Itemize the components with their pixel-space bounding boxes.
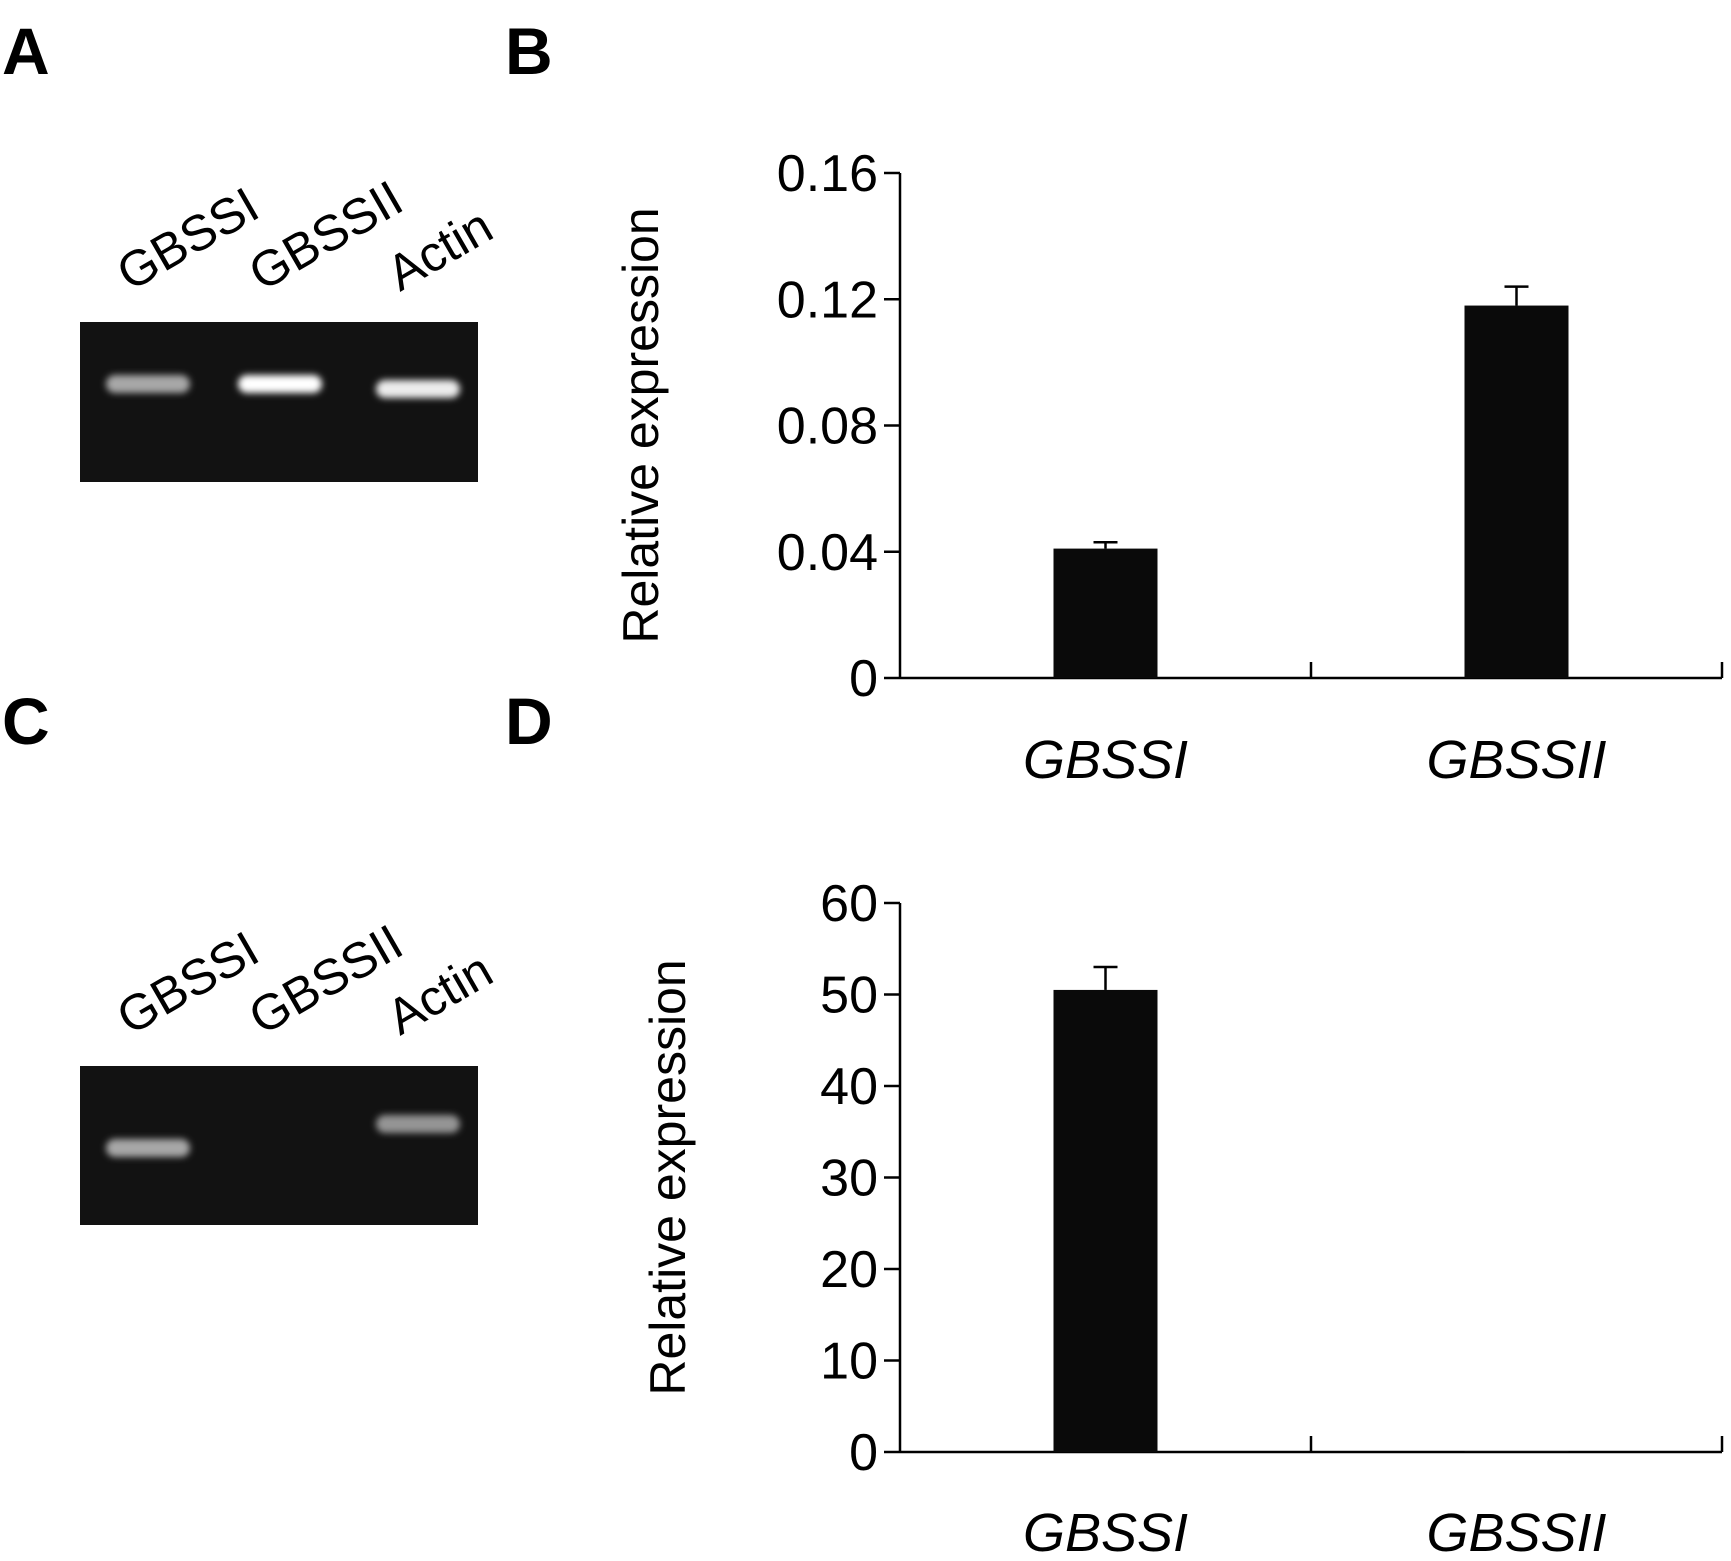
bar [1464,305,1569,678]
lane-label: GBSSII [240,170,412,302]
category-label: GBSSI [1023,730,1188,790]
lane-label: GBSSI [108,921,268,1046]
gel-band [238,375,322,393]
panel-label-c: C [2,684,50,758]
bar-chart-d: 0 10 20 30 40 50 60 Relative expression GBSSI GBS… [640,875,1724,1561]
panel-label-d: D [505,684,553,758]
panel-label-b: B [505,14,553,88]
category-label: GBSSII [1426,730,1606,790]
lane-label: GBSSII [240,914,412,1046]
y-tick-label: 40 [820,1058,878,1116]
category-label: GBSSII [1426,1503,1606,1561]
y-axis-label: Relative expression [640,959,696,1395]
bar-chart-b: 0 0.04 0.08 0.12 0.16 Relative expression GBSS… [613,145,1724,790]
y-tick-label: 0.12 [777,271,878,329]
y-tick-label: 0.08 [777,398,878,456]
gel-band [376,380,460,398]
y-tick-label: 0 [849,1424,878,1482]
gel-band [376,1115,460,1133]
y-tick-label: 20 [820,1241,878,1299]
y-tick-label: 0.04 [777,524,878,582]
y-tick-label: 50 [820,967,878,1025]
bar [1053,989,1158,1452]
gel-background [80,322,478,482]
bar [1464,1451,1569,1452]
panel-label-a: A [2,14,50,88]
lane-label: GBSSI [108,177,268,302]
gel-band [106,1139,190,1157]
gel-band [106,375,190,393]
y-tick-label: 30 [820,1150,878,1208]
category-label: GBSSI [1023,1503,1188,1561]
y-tick-label: 0.16 [777,145,878,203]
y-tick-label: 10 [820,1333,878,1391]
y-axis-label: Relative expression [613,207,669,643]
y-tick-label: 0 [849,650,878,708]
y-tick-label: 60 [820,875,878,933]
bar [1053,548,1158,678]
